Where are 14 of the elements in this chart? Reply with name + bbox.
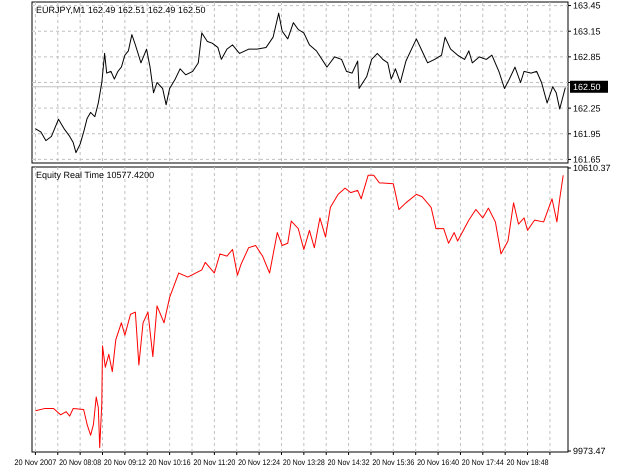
y-tick-label: 161.95 xyxy=(573,128,601,139)
y-tick-label: 10610.37 xyxy=(573,163,611,174)
chart-title: Equity Real Time 10577.4200 xyxy=(36,170,154,180)
y-tick-label: 162.25 xyxy=(573,103,601,114)
y-tick-label: 162.85 xyxy=(573,52,601,62)
ref-line-label: 162.50 xyxy=(573,82,601,92)
chart-title: EURJPY,M1 162.49 162.51 162.49 162.50 xyxy=(36,5,206,15)
y-tick-label: 163.45 xyxy=(573,0,601,11)
x-tick-label: 20 Nov 2007 xyxy=(14,458,60,467)
line-series xyxy=(34,12,566,154)
y-tick-label: 163.15 xyxy=(573,26,601,36)
y-tick-label: 161.65 xyxy=(573,154,601,165)
x-tick-label: 20 Nov 18:48 xyxy=(506,458,554,467)
y-tick-label: 9973.47 xyxy=(573,446,606,456)
